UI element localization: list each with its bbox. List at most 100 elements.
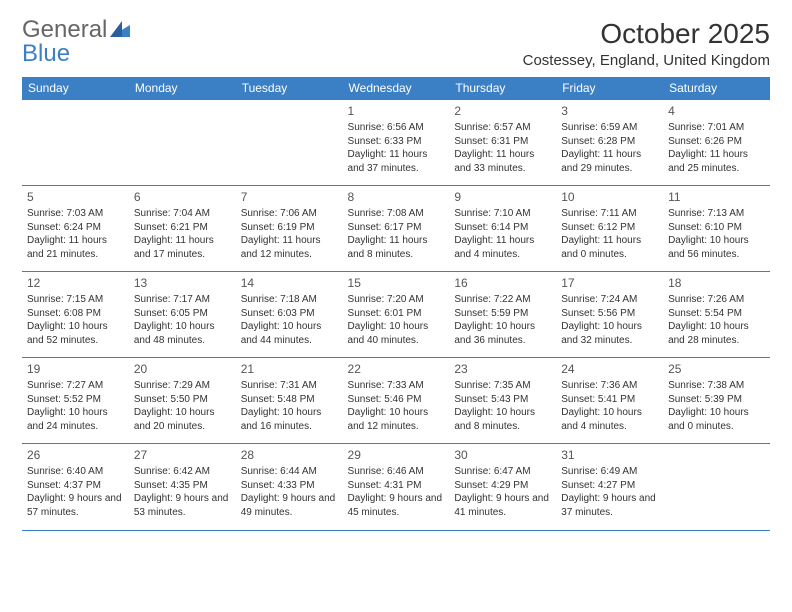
calendar-body: 1Sunrise: 6:56 AMSunset: 6:33 PMDaylight… — [22, 100, 770, 530]
sunset-text: Sunset: 6:17 PM — [348, 221, 445, 235]
sunrise-text: Sunrise: 6:44 AM — [241, 465, 338, 479]
sunrise-text: Sunrise: 6:47 AM — [454, 465, 551, 479]
day-number: 8 — [348, 189, 445, 205]
sunset-text: Sunset: 6:31 PM — [454, 135, 551, 149]
sunset-text: Sunset: 5:59 PM — [454, 307, 551, 321]
calendar-day-cell: 17Sunrise: 7:24 AMSunset: 5:56 PMDayligh… — [556, 272, 663, 358]
calendar-day-cell: 28Sunrise: 6:44 AMSunset: 4:33 PMDayligh… — [236, 444, 343, 530]
calendar-day-cell: 31Sunrise: 6:49 AMSunset: 4:27 PMDayligh… — [556, 444, 663, 530]
sunrise-text: Sunrise: 7:01 AM — [668, 121, 765, 135]
sunrise-text: Sunrise: 7:06 AM — [241, 207, 338, 221]
sunrise-text: Sunrise: 7:29 AM — [134, 379, 231, 393]
daylight-text: Daylight: 10 hours and 44 minutes. — [241, 320, 338, 347]
day-header: Monday — [129, 77, 236, 100]
day-number: 16 — [454, 275, 551, 291]
sunset-text: Sunset: 5:43 PM — [454, 393, 551, 407]
sunrise-text: Sunrise: 7:18 AM — [241, 293, 338, 307]
daylight-text: Daylight: 10 hours and 32 minutes. — [561, 320, 658, 347]
calendar-day-cell — [663, 444, 770, 530]
calendar-day-cell: 13Sunrise: 7:17 AMSunset: 6:05 PMDayligh… — [129, 272, 236, 358]
calendar-day-cell: 9 Sunrise: 7:10 AMSunset: 6:14 PMDaylight… — [449, 186, 556, 272]
sunrise-text: Sunrise: 7:27 AM — [27, 379, 124, 393]
sunrise-text: Sunrise: 7:31 AM — [241, 379, 338, 393]
sunset-text: Sunset: 5:48 PM — [241, 393, 338, 407]
calendar-day-cell: 18Sunrise: 7:26 AMSunset: 5:54 PMDayligh… — [663, 272, 770, 358]
daylight-text: Daylight: 11 hours and 0 minutes. — [561, 234, 658, 261]
day-number: 1 — [348, 103, 445, 119]
calendar-day-cell: 5Sunrise: 7:03 AMSunset: 6:24 PMDaylight… — [22, 186, 129, 272]
day-header: Sunday — [22, 77, 129, 100]
day-number: 18 — [668, 275, 765, 291]
sunset-text: Sunset: 5:46 PM — [348, 393, 445, 407]
sunset-text: Sunset: 6:05 PM — [134, 307, 231, 321]
sunset-text: Sunset: 6:21 PM — [134, 221, 231, 235]
sunrise-text: Sunrise: 7:10 AM — [454, 207, 551, 221]
daylight-text: Daylight: 11 hours and 4 minutes. — [454, 234, 551, 261]
daylight-text: Daylight: 10 hours and 12 minutes. — [348, 406, 445, 433]
calendar-day-cell: 2 Sunrise: 6:57 AMSunset: 6:31 PMDaylight… — [449, 100, 556, 186]
calendar-day-cell: 30Sunrise: 6:47 AMSunset: 4:29 PMDayligh… — [449, 444, 556, 530]
sunrise-text: Sunrise: 6:42 AM — [134, 465, 231, 479]
sunrise-text: Sunrise: 7:36 AM — [561, 379, 658, 393]
sunrise-text: Sunrise: 6:59 AM — [561, 121, 658, 135]
day-number: 29 — [348, 447, 445, 463]
sunset-text: Sunset: 5:56 PM — [561, 307, 658, 321]
day-number: 20 — [134, 361, 231, 377]
sunrise-text: Sunrise: 7:35 AM — [454, 379, 551, 393]
sunset-text: Sunset: 6:33 PM — [348, 135, 445, 149]
calendar-week-row: 1Sunrise: 6:56 AMSunset: 6:33 PMDaylight… — [22, 100, 770, 186]
calendar-day-cell: 12Sunrise: 7:15 AMSunset: 6:08 PMDayligh… — [22, 272, 129, 358]
calendar-table: Sunday Monday Tuesday Wednesday Thursday… — [22, 77, 770, 530]
sunset-text: Sunset: 6:19 PM — [241, 221, 338, 235]
daylight-text: Daylight: 11 hours and 17 minutes. — [134, 234, 231, 261]
sunrise-text: Sunrise: 6:57 AM — [454, 121, 551, 135]
sunset-text: Sunset: 6:14 PM — [454, 221, 551, 235]
sunset-text: Sunset: 6:03 PM — [241, 307, 338, 321]
day-number: 2 — [454, 103, 551, 119]
daylight-text: Daylight: 10 hours and 48 minutes. — [134, 320, 231, 347]
daylight-text: Daylight: 11 hours and 12 minutes. — [241, 234, 338, 261]
sunrise-text: Sunrise: 6:46 AM — [348, 465, 445, 479]
day-number: 9 — [454, 189, 551, 205]
day-number: 17 — [561, 275, 658, 291]
day-number: 12 — [27, 275, 124, 291]
daylight-text: Daylight: 11 hours and 33 minutes. — [454, 148, 551, 175]
calendar-day-cell: 10Sunrise: 7:11 AMSunset: 6:12 PMDayligh… — [556, 186, 663, 272]
calendar-day-cell: 21Sunrise: 7:31 AMSunset: 5:48 PMDayligh… — [236, 358, 343, 444]
day-number: 5 — [27, 189, 124, 205]
daylight-text: Daylight: 9 hours and 49 minutes. — [241, 492, 338, 519]
daylight-text: Daylight: 11 hours and 37 minutes. — [348, 148, 445, 175]
sunset-text: Sunset: 5:50 PM — [134, 393, 231, 407]
calendar-week-row: 5Sunrise: 7:03 AMSunset: 6:24 PMDaylight… — [22, 186, 770, 272]
day-number: 28 — [241, 447, 338, 463]
sunset-text: Sunset: 6:12 PM — [561, 221, 658, 235]
daylight-text: Daylight: 9 hours and 57 minutes. — [27, 492, 124, 519]
day-header: Wednesday — [343, 77, 450, 100]
calendar-day-cell: 25Sunrise: 7:38 AMSunset: 5:39 PMDayligh… — [663, 358, 770, 444]
sunrise-text: Sunrise: 7:22 AM — [454, 293, 551, 307]
sunset-text: Sunset: 5:41 PM — [561, 393, 658, 407]
calendar-day-cell: 27Sunrise: 6:42 AMSunset: 4:35 PMDayligh… — [129, 444, 236, 530]
sunrise-text: Sunrise: 7:15 AM — [27, 293, 124, 307]
daylight-text: Daylight: 10 hours and 28 minutes. — [668, 320, 765, 347]
daylight-text: Daylight: 10 hours and 20 minutes. — [134, 406, 231, 433]
calendar-day-cell: 26Sunrise: 6:40 AMSunset: 4:37 PMDayligh… — [22, 444, 129, 530]
sunset-text: Sunset: 6:10 PM — [668, 221, 765, 235]
calendar-day-cell: 14 Sunrise: 7:18 AMSunset: 6:03 PMDayligh… — [236, 272, 343, 358]
sunset-text: Sunset: 4:27 PM — [561, 479, 658, 493]
calendar-week-row: 19Sunrise: 7:27 AMSunset: 5:52 PMDayligh… — [22, 358, 770, 444]
day-number: 14 — [241, 275, 338, 291]
calendar-day-cell: 29Sunrise: 6:46 AMSunset: 4:31 PMDayligh… — [343, 444, 450, 530]
daylight-text: Daylight: 11 hours and 29 minutes. — [561, 148, 658, 175]
calendar-day-cell: 23Sunrise: 7:35 AMSunset: 5:43 PMDayligh… — [449, 358, 556, 444]
sunrise-text: Sunrise: 7:04 AM — [134, 207, 231, 221]
day-number: 21 — [241, 361, 338, 377]
calendar-day-cell: 15Sunrise: 7:20 AMSunset: 6:01 PMDayligh… — [343, 272, 450, 358]
sunset-text: Sunset: 6:24 PM — [27, 221, 124, 235]
daylight-text: Daylight: 9 hours and 41 minutes. — [454, 492, 551, 519]
sunrise-text: Sunrise: 7:11 AM — [561, 207, 658, 221]
daylight-text: Daylight: 10 hours and 56 minutes. — [668, 234, 765, 261]
day-header: Thursday — [449, 77, 556, 100]
calendar-day-cell: 16Sunrise: 7:22 AMSunset: 5:59 PMDayligh… — [449, 272, 556, 358]
sunset-text: Sunset: 6:28 PM — [561, 135, 658, 149]
